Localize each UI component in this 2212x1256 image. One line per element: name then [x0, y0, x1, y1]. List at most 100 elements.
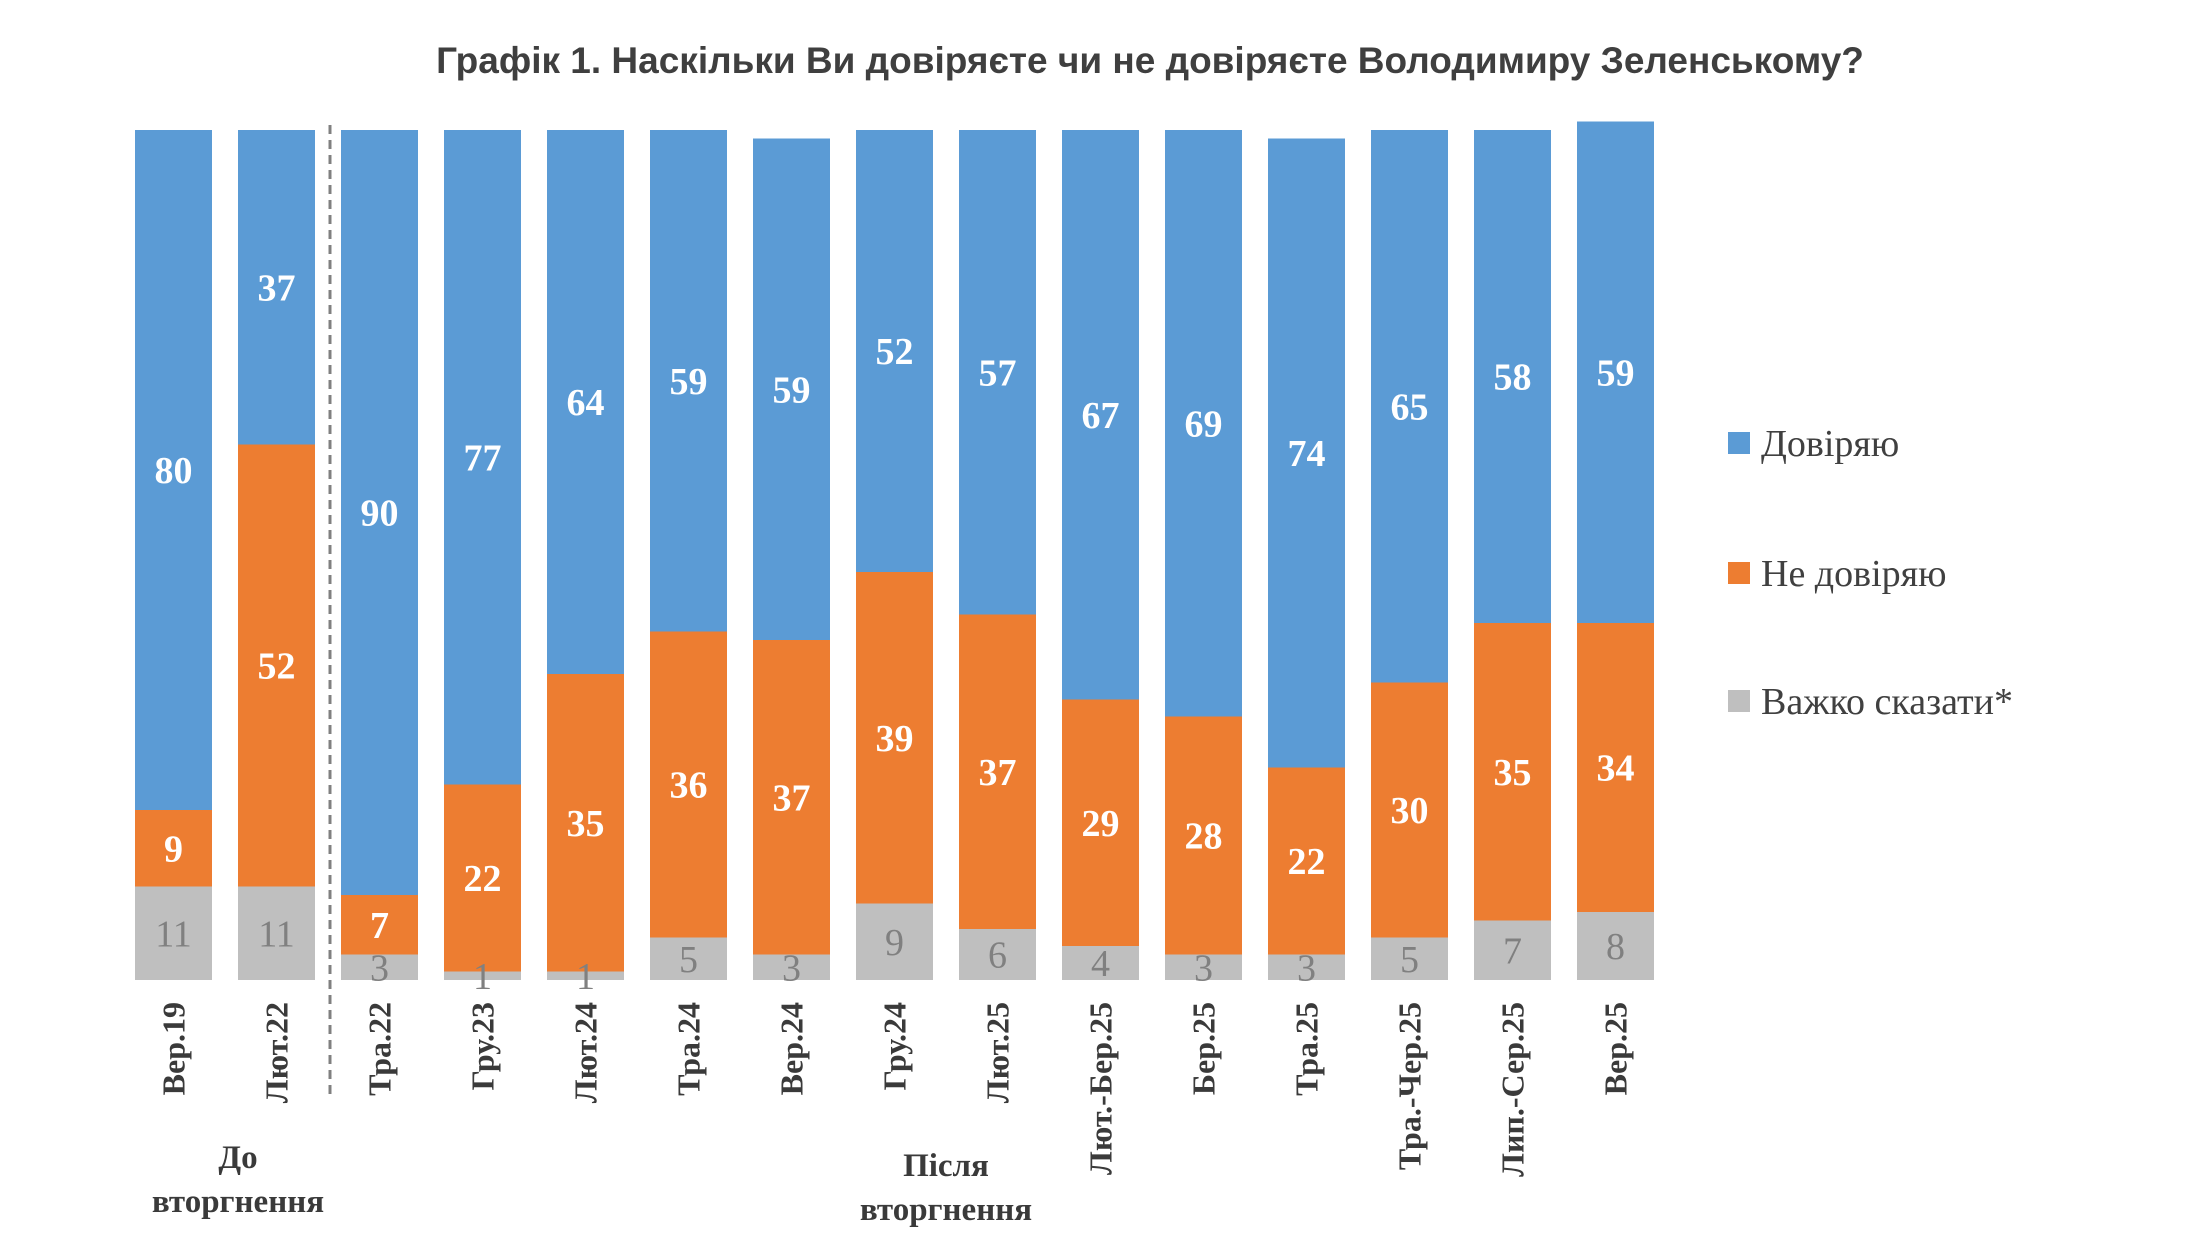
data-label: 35 — [567, 803, 605, 845]
data-label: 22 — [1288, 841, 1326, 883]
data-label: 77 — [464, 437, 502, 479]
data-label: 59 — [670, 361, 708, 403]
bar-segment — [650, 130, 727, 632]
chart-title: Графік 1. Наскільки Ви довіряєте чи не д… — [436, 40, 1864, 81]
data-label: 3 — [1297, 947, 1316, 989]
data-label: 8 — [1606, 926, 1625, 968]
category-label: Вер.24 — [774, 1002, 810, 1095]
data-label: 3 — [1194, 947, 1213, 989]
bar-segment — [1268, 767, 1345, 955]
data-label: 28 — [1185, 816, 1223, 858]
bar-segment — [1474, 623, 1551, 921]
bar-segment — [1371, 130, 1448, 683]
bar-segment — [341, 954, 418, 980]
data-label: 69 — [1185, 403, 1223, 445]
bar-segment — [1062, 130, 1139, 700]
category-label: Вер.25 — [1598, 1002, 1634, 1095]
bar-segment — [959, 929, 1036, 980]
category-label: Лют.25 — [980, 1002, 1016, 1103]
category-label: Гру.23 — [465, 1002, 501, 1091]
bar-segment — [1371, 682, 1448, 938]
data-label: 9 — [164, 828, 183, 870]
legend-entry: Не довіряю — [1761, 553, 1947, 595]
bar-segment — [959, 614, 1036, 929]
data-label: 6 — [988, 935, 1007, 977]
data-label: 3 — [782, 947, 801, 989]
data-label: 1 — [576, 956, 595, 998]
legend-entry: Важко сказати* — [1761, 681, 2013, 723]
bar-segment — [341, 130, 418, 895]
data-label: 57 — [979, 352, 1017, 394]
category-label: Лип.-Сер.25 — [1495, 1002, 1531, 1177]
category-label: Тра.22 — [362, 1002, 398, 1096]
bar-segment — [1577, 121, 1654, 623]
bar-segment — [1268, 138, 1345, 768]
data-label: 59 — [1597, 352, 1635, 394]
data-label: 58 — [1494, 357, 1532, 399]
bar-segment — [1268, 954, 1345, 980]
category-label: Лют.24 — [568, 1002, 604, 1103]
bar-segment — [650, 631, 727, 938]
data-label: 9 — [885, 922, 904, 964]
data-label: 52 — [876, 331, 914, 373]
data-label: 37 — [979, 752, 1017, 794]
bar-segment — [856, 130, 933, 572]
data-label: 4 — [1091, 943, 1110, 985]
bar-segment — [444, 784, 521, 972]
bar-segment — [1165, 954, 1242, 980]
data-label: 22 — [464, 858, 502, 900]
category-label: Лют.22 — [259, 1002, 295, 1103]
bar-segment — [547, 674, 624, 972]
category-label: Гру.24 — [877, 1002, 913, 1091]
data-label: 74 — [1288, 433, 1326, 475]
data-label: 37 — [773, 777, 811, 819]
data-label: 29 — [1082, 803, 1120, 845]
legend-entry: Довіряю — [1761, 423, 1899, 465]
legend-swatch — [1728, 432, 1750, 454]
data-label: 80 — [155, 450, 193, 492]
data-label: 1 — [473, 956, 492, 998]
data-label: 35 — [1494, 752, 1532, 794]
bar-segment — [1165, 130, 1242, 717]
category-label: Вер.19 — [156, 1002, 192, 1095]
bar-segment — [1474, 130, 1551, 623]
bar-segment — [238, 130, 315, 445]
group-label-before: вторгнення — [152, 1184, 324, 1220]
bar-segment — [753, 138, 830, 640]
bar-segment — [1371, 937, 1448, 980]
data-label: 52 — [258, 646, 296, 688]
data-label: 3 — [370, 947, 389, 989]
bar-segment — [238, 886, 315, 980]
bar-segment — [444, 130, 521, 785]
legend-swatch — [1728, 562, 1750, 584]
bar-segment — [753, 640, 830, 955]
bar-segment — [135, 810, 212, 887]
bar-segment — [135, 130, 212, 810]
bar-segment — [238, 444, 315, 887]
data-label: 39 — [876, 718, 914, 760]
category-label: Тра.-Чер.25 — [1392, 1002, 1428, 1170]
data-label: 5 — [679, 939, 698, 981]
group-label-before: До — [218, 1140, 257, 1176]
bar-segment — [1474, 920, 1551, 980]
group-label-after: Після — [903, 1148, 989, 1184]
data-label: 11 — [155, 913, 192, 955]
data-label: 11 — [258, 913, 295, 955]
data-label: 64 — [567, 382, 605, 424]
bar-segment — [856, 572, 933, 904]
bar-segment — [959, 130, 1036, 615]
group-label-after: вторгнення — [860, 1192, 1032, 1228]
bar-segment — [547, 971, 624, 980]
data-label: 7 — [1503, 930, 1522, 972]
bar-segment — [1062, 946, 1139, 980]
data-label: 7 — [370, 905, 389, 947]
bar-segment — [1165, 716, 1242, 955]
data-label: 67 — [1082, 395, 1120, 437]
data-label: 30 — [1391, 790, 1429, 832]
data-label: 5 — [1400, 939, 1419, 981]
bar-segment — [547, 130, 624, 674]
legend-swatch — [1728, 690, 1750, 712]
bar-segment — [444, 971, 521, 980]
category-label: Бер.25 — [1186, 1002, 1222, 1095]
